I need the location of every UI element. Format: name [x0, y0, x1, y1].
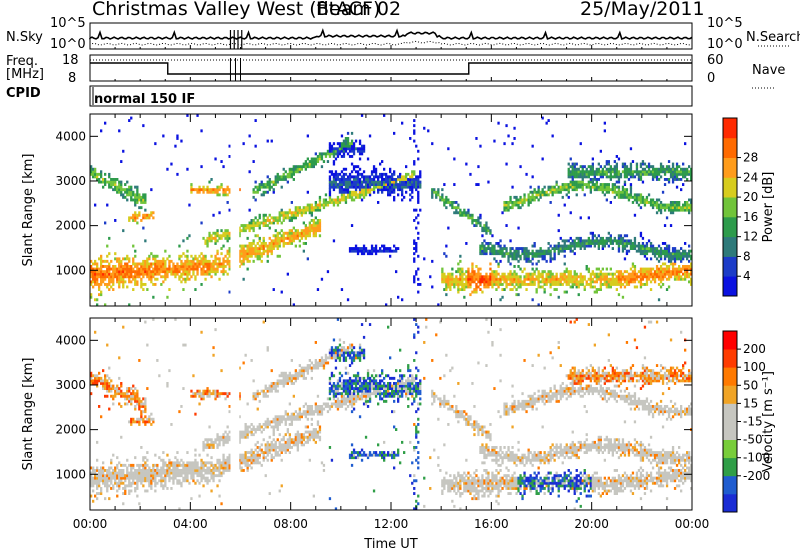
colorbar-swatch [723, 349, 737, 368]
colorbar-tick-label: 15 [743, 396, 758, 410]
y-axis-label: Slant Range [km] [21, 154, 36, 267]
colorbar-tick-label: 20 [743, 190, 758, 204]
x-tick-label: 04:00 [173, 517, 208, 531]
colorbar-tick-label: -50 [743, 433, 763, 447]
cpid-value: normal 150 IF [94, 92, 196, 107]
colorbar-swatch [723, 367, 737, 386]
x-axis-label: Time UT [363, 537, 417, 552]
nave-label: Nave [752, 63, 786, 78]
colorbar-swatch [723, 118, 737, 139]
colorbar-tick-label: 200 [743, 342, 766, 356]
colorbar-label: Power [dB] [761, 172, 776, 243]
freq-line [90, 62, 692, 75]
nave-tick-low: 0 [707, 71, 716, 86]
colorbar-tick-label: -200 [743, 469, 770, 483]
colorbar-tick-label: 16 [743, 210, 758, 224]
nsky-line [89, 28, 693, 41]
colorbar-velocity [722, 330, 741, 513]
colorbar-swatch [723, 236, 737, 257]
beam-label: Beam 02 [316, 0, 402, 20]
y-tick-label: 1000 [55, 467, 86, 481]
y-tick-label: 3000 [55, 378, 86, 392]
y-tick-label: 4000 [55, 129, 86, 143]
colorbar-tick-label: 100 [743, 360, 766, 374]
station-title: Christmas Valley West (fitACF) [92, 0, 381, 20]
x-tick-label: 16:00 [474, 517, 509, 531]
y-tick-label: 1000 [55, 263, 86, 277]
colorbar-swatch [723, 177, 737, 198]
colorbar-tick-label: 12 [743, 230, 758, 244]
nsearch-tick-low: 10^0 [707, 37, 743, 52]
freq-label: Freq. [6, 54, 38, 69]
colorbar-swatch [723, 157, 737, 178]
colorbar-tick-label: 28 [743, 151, 758, 165]
x-tick-label: 20:00 [574, 517, 609, 531]
colorbar-swatch [723, 421, 737, 440]
colorbar-swatch [723, 216, 737, 238]
x-tick-label: 12:00 [374, 517, 409, 531]
nsky-tick-low: 10^0 [50, 37, 86, 52]
y-tick-label: 3000 [55, 174, 86, 188]
colorbar-label: Velocity [m s⁻¹] [761, 371, 776, 472]
x-tick-label: 00:00 [675, 517, 710, 531]
cpid-label: CPID [6, 86, 41, 101]
colorbar-swatch [723, 137, 737, 158]
date-label: 25/May/2011 [580, 0, 705, 20]
y-axis-label: Slant Range [km] [21, 358, 36, 471]
colorbar-tick-label: 4 [743, 269, 751, 283]
x-tick-label: 08:00 [273, 517, 308, 531]
colorbar-swatch [723, 403, 737, 422]
colorbar-frame [722, 117, 738, 297]
y-tick-label: 4000 [55, 333, 86, 347]
y-tick-label: 2000 [55, 219, 86, 233]
data-gap [230, 114, 240, 306]
freq-tick-low: 8 [68, 71, 77, 86]
colorbar-tick-label: 24 [743, 170, 758, 184]
colorbar-swatch [723, 256, 737, 277]
cpid-frame [89, 85, 693, 107]
nsky-tick-high: 10^5 [50, 16, 86, 31]
colorbar-swatch [723, 331, 737, 350]
data-gap [230, 318, 240, 510]
rti-panel-power [89, 113, 693, 307]
nsky-panel [89, 22, 790, 50]
colorbar-tick-label: 8 [743, 249, 751, 263]
y-tick-label: 2000 [55, 423, 86, 437]
rti-panel-velocity [89, 317, 693, 511]
colorbar-tick-label: 50 [743, 378, 758, 392]
colorbar-swatch [723, 457, 737, 477]
x-tick-label: 00:00 [73, 517, 108, 531]
colorbar-swatch [723, 439, 737, 459]
colorbar-swatch [723, 475, 737, 495]
nave-tick-high: 60 [707, 53, 724, 68]
colorbar-tick-label: -100 [743, 451, 770, 465]
colorbar-power [722, 117, 741, 297]
colorbar-swatch [723, 493, 737, 513]
colorbar-tick-label: -15 [743, 415, 763, 429]
freq-tick-high: 18 [62, 53, 79, 68]
colorbar-swatch [723, 276, 737, 297]
freq-panel [89, 54, 775, 89]
colorbar-swatch [723, 197, 737, 218]
freq-unit: [MHz] [6, 67, 44, 82]
nsearch-line [89, 40, 693, 46]
nsky-label: N.Sky [6, 30, 43, 45]
nsearch-tick-high: 10^5 [707, 16, 743, 31]
nsearch-label: N.Search [746, 30, 800, 45]
colorbar-swatch [723, 385, 737, 404]
